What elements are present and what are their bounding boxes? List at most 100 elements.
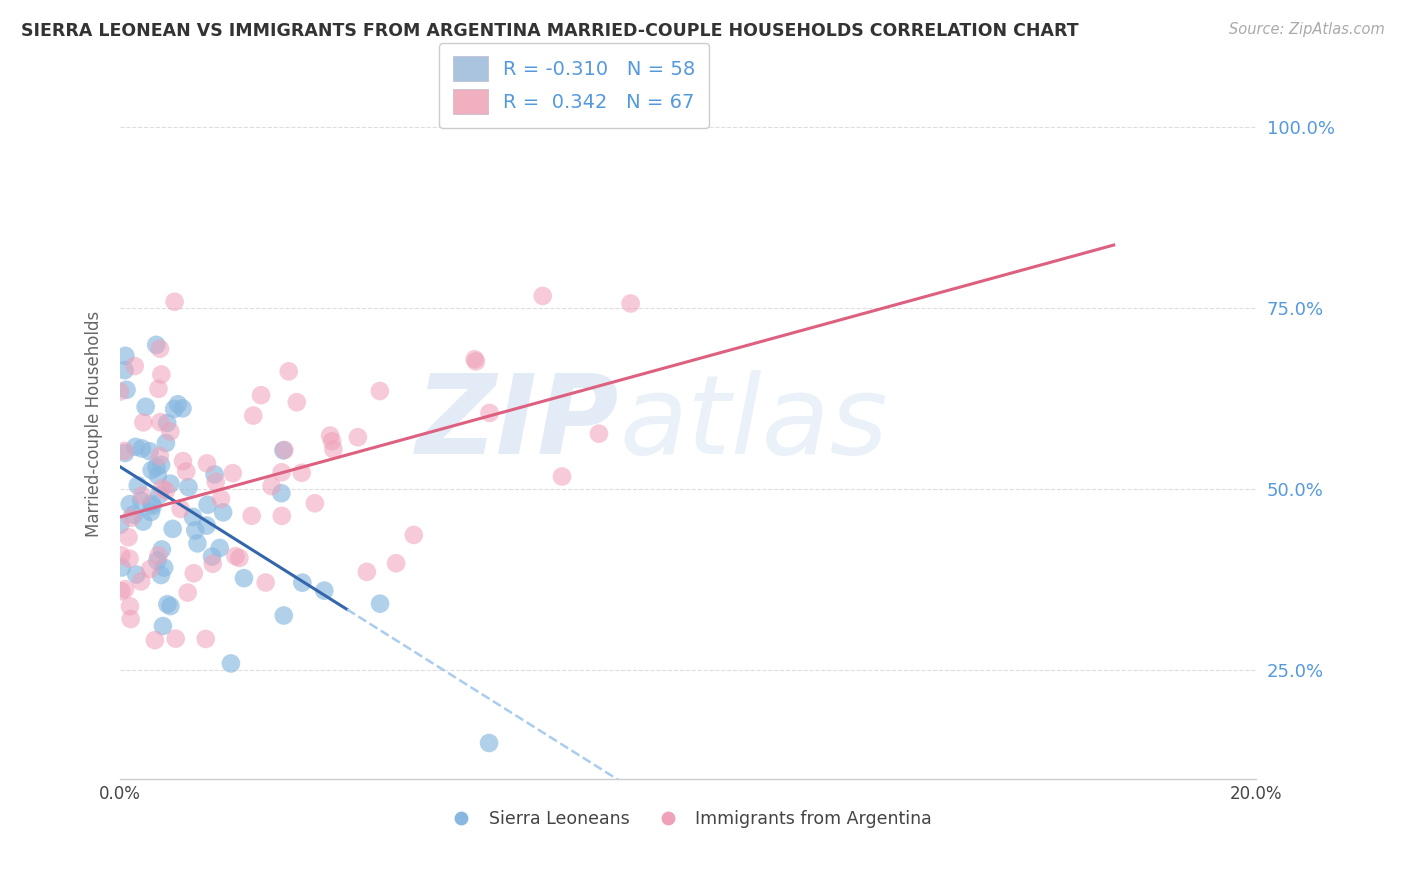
Legend: Sierra Leoneans, Immigrants from Argentina: Sierra Leoneans, Immigrants from Argenti…: [436, 803, 939, 835]
Point: [250, 388, 273, 402]
Point: [110, 584, 132, 599]
Point: [122, 508, 145, 522]
Point: [177, 480, 200, 494]
Point: [125, 567, 148, 582]
Text: Source: ZipAtlas.com: Source: ZipAtlas.com: [1229, 22, 1385, 37]
Point: [181, 509, 204, 524]
Point: [115, 383, 138, 397]
Point: [240, 508, 263, 523]
Point: [588, 426, 610, 441]
Point: [139, 505, 162, 519]
Point: [219, 657, 242, 671]
Point: [273, 442, 295, 457]
Point: [156, 597, 179, 611]
Point: [176, 585, 198, 599]
Point: [139, 562, 162, 576]
Point: [132, 515, 155, 529]
Point: [291, 466, 314, 480]
Point: [356, 565, 378, 579]
Point: [135, 400, 157, 414]
Point: [114, 446, 136, 460]
Point: [149, 415, 172, 429]
Y-axis label: Married-couple Households: Married-couple Households: [86, 310, 103, 537]
Point: [195, 518, 218, 533]
Point: [150, 458, 173, 472]
Point: [114, 582, 136, 597]
Point: [368, 597, 391, 611]
Point: [172, 454, 194, 468]
Point: [149, 342, 172, 356]
Point: [149, 568, 172, 582]
Point: [131, 489, 153, 503]
Point: [197, 498, 219, 512]
Point: [111, 560, 134, 574]
Point: [155, 436, 177, 450]
Point: [186, 536, 208, 550]
Point: [273, 443, 295, 458]
Point: [155, 483, 177, 498]
Point: [153, 560, 176, 574]
Point: [204, 475, 226, 489]
Point: [146, 468, 169, 483]
Point: [118, 497, 141, 511]
Point: [531, 289, 554, 303]
Point: [114, 443, 136, 458]
Point: [273, 608, 295, 623]
Point: [277, 364, 299, 378]
Point: [159, 476, 181, 491]
Point: [152, 619, 174, 633]
Point: [169, 501, 191, 516]
Point: [465, 354, 488, 368]
Point: [233, 571, 256, 585]
Text: SIERRA LEONEAN VS IMMIGRANTS FROM ARGENTINA MARRIED-COUPLE HOUSEHOLDS CORRELATIO: SIERRA LEONEAN VS IMMIGRANTS FROM ARGENT…: [21, 22, 1078, 40]
Point: [150, 481, 173, 495]
Point: [291, 575, 314, 590]
Point: [319, 428, 342, 442]
Point: [464, 352, 486, 367]
Point: [204, 467, 226, 482]
Point: [150, 542, 173, 557]
Point: [165, 632, 187, 646]
Point: [148, 382, 170, 396]
Point: [143, 633, 166, 648]
Point: [127, 478, 149, 492]
Point: [129, 574, 152, 589]
Point: [163, 402, 186, 417]
Point: [163, 294, 186, 309]
Point: [145, 460, 167, 475]
Text: atlas: atlas: [620, 370, 889, 477]
Point: [228, 551, 250, 566]
Point: [162, 522, 184, 536]
Point: [321, 434, 343, 449]
Point: [156, 416, 179, 430]
Point: [108, 384, 131, 399]
Point: [124, 440, 146, 454]
Point: [184, 524, 207, 538]
Point: [149, 449, 172, 463]
Point: [620, 296, 643, 310]
Point: [150, 368, 173, 382]
Point: [183, 566, 205, 581]
Point: [129, 494, 152, 508]
Point: [159, 425, 181, 439]
Point: [322, 442, 344, 457]
Point: [146, 554, 169, 568]
Point: [138, 444, 160, 458]
Point: [222, 466, 245, 480]
Point: [208, 541, 231, 555]
Point: [304, 496, 326, 510]
Point: [478, 406, 501, 420]
Point: [141, 497, 163, 511]
Point: [209, 491, 232, 506]
Point: [159, 599, 181, 613]
Point: [114, 363, 136, 377]
Point: [148, 488, 170, 502]
Point: [551, 469, 574, 483]
Point: [260, 479, 283, 493]
Point: [124, 359, 146, 373]
Point: [194, 632, 217, 646]
Point: [110, 549, 132, 563]
Point: [118, 599, 141, 614]
Text: ZIP: ZIP: [416, 370, 620, 477]
Point: [368, 384, 391, 398]
